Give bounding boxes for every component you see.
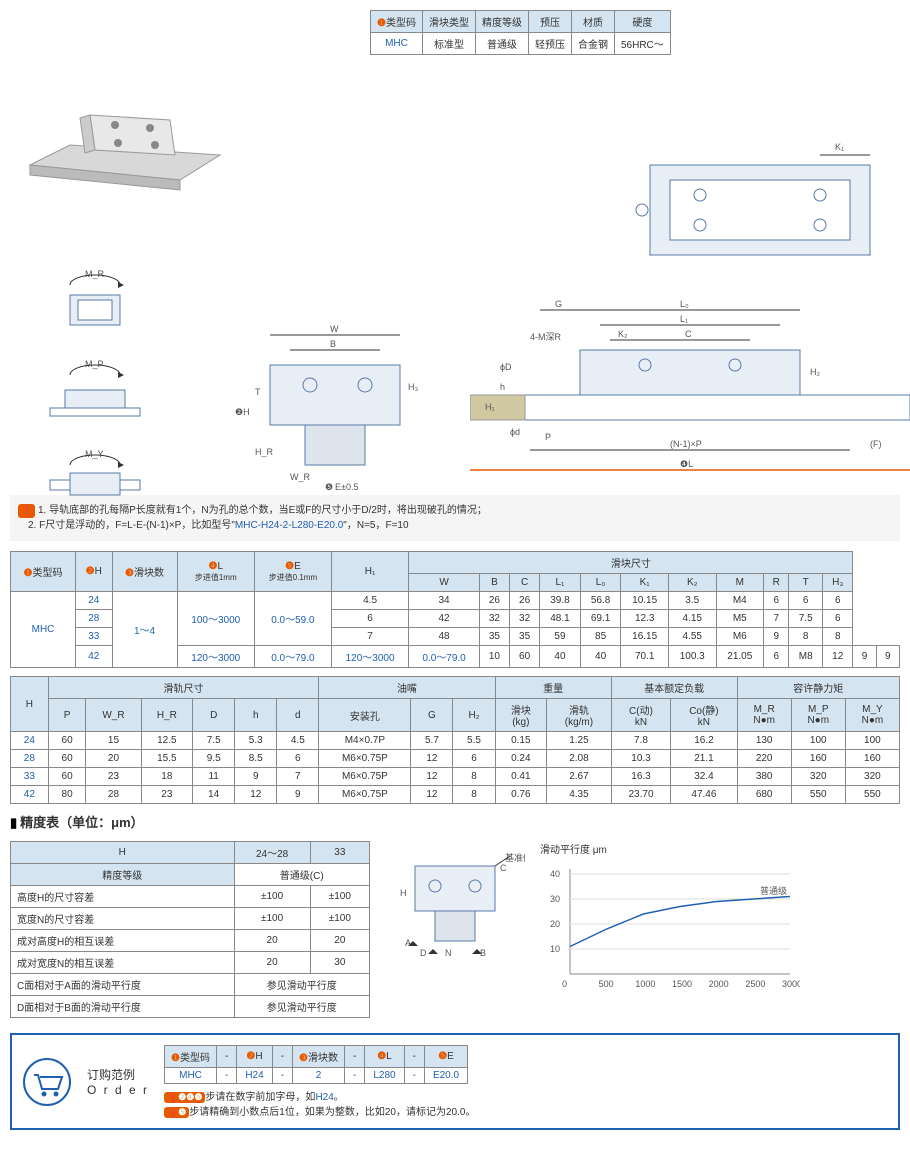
- header-val: 普通级: [475, 33, 528, 55]
- svg-text:L₀: L₀: [680, 299, 689, 309]
- svg-text:C: C: [685, 329, 692, 339]
- svg-text:2500: 2500: [745, 979, 765, 989]
- moment-my-diagram: M_Y: [40, 445, 150, 515]
- diagram-area: M_R M_P M_Y K₁ W B TH₃ ❷H W_RH_R ❺E±0.5: [10, 65, 900, 485]
- svg-text:T: T: [255, 387, 261, 397]
- header-col: 硬度: [614, 11, 670, 33]
- svg-text:500: 500: [599, 979, 614, 989]
- order-content: ❶类型码-❷H-❸滑块数-❹L-❺E MHC-H24-2-L280-E20.0 …: [164, 1045, 475, 1118]
- note-2a: 2. F尺寸是浮动的，F=L-E-(N-1)×P，比如型号": [28, 520, 235, 531]
- svg-text:(F): (F): [870, 439, 882, 449]
- svg-text:L₁: L₁: [680, 314, 688, 324]
- reference-face-diagram: C基准侧 HA DNB: [385, 841, 525, 961]
- precision-table: H24～2833 精度等级普通级(C) 高度H的尺寸容差±100±100宽度N的…: [10, 841, 370, 1018]
- svg-text:D: D: [420, 948, 427, 958]
- svg-text:H: H: [400, 888, 407, 898]
- svg-text:K₂: K₂: [618, 329, 628, 339]
- order-title: 订购范例O r d e r: [87, 1066, 149, 1097]
- svg-text:1500: 1500: [672, 979, 692, 989]
- svg-text:B: B: [330, 339, 336, 349]
- cross-section-diagram: W B T H₃ ❷H W_R H_R ❺E±0.5: [220, 315, 450, 495]
- order-box: 订购范例O r d e r ❶类型码-❷H-❸滑块数-❹L-❺E MHC-H24…: [10, 1033, 900, 1130]
- svg-text:10: 10: [550, 944, 560, 954]
- moment-mp-diagram: M_P: [40, 355, 150, 425]
- dimension-table-1: ❶类型码 ❷H ❸滑块数 ❹L步进值1mm ❺E步进值0.1mm H₁ 滑块尺寸…: [10, 551, 900, 668]
- svg-text:2000: 2000: [709, 979, 729, 989]
- svg-text:G: G: [555, 299, 562, 309]
- svg-text:普通级: 普通级: [760, 885, 787, 896]
- mr-label: M_R: [85, 269, 105, 279]
- svg-text:H₃: H₃: [408, 382, 418, 392]
- svg-text:H₂: H₂: [810, 367, 820, 377]
- svg-text:1000: 1000: [635, 979, 655, 989]
- svg-text:H_R: H_R: [255, 447, 274, 457]
- svg-text:N: N: [445, 948, 452, 958]
- svg-text:❹L: ❹L: [680, 459, 693, 469]
- svg-text:20: 20: [550, 919, 560, 929]
- header-val: 合金钢: [571, 33, 614, 55]
- side-view-diagram: G L₀ L₁ K₂ C 4-M深R ϕDh ϕdP H₁H₂ (N-1)×P …: [470, 295, 910, 495]
- svg-text:W: W: [330, 324, 339, 334]
- header-val: 标准型: [422, 33, 475, 55]
- svg-text:ϕD: ϕD: [500, 362, 512, 372]
- svg-text:W_R: W_R: [290, 472, 311, 482]
- precision-title: 精度表（单位：μm）: [10, 812, 900, 831]
- svg-text:40: 40: [550, 869, 560, 879]
- header-val: MHC: [371, 33, 423, 55]
- product-3d-image: [20, 65, 230, 215]
- svg-text:4-M深R: 4-M深R: [530, 332, 561, 342]
- svg-text:h: h: [500, 382, 505, 392]
- svg-text:H₁: H₁: [485, 402, 495, 412]
- svg-text:A: A: [405, 938, 411, 948]
- svg-text:(N-1)×P: (N-1)×P: [670, 439, 702, 449]
- my-label: M_Y: [85, 449, 104, 459]
- svg-text:P: P: [545, 432, 551, 442]
- cart-icon: [22, 1057, 72, 1107]
- header-col: 滑块类型: [422, 11, 475, 33]
- svg-text:K₁: K₁: [835, 142, 844, 152]
- svg-text:ϕd: ϕd: [510, 427, 520, 437]
- top-view-diagram: K₁: [630, 135, 900, 275]
- note-example: MHC-H24-2-L280-E20.0: [235, 520, 343, 531]
- moment-mr-diagram: M_R: [40, 265, 150, 335]
- svg-text:E±0.5: E±0.5: [335, 482, 358, 492]
- parallelism-chart: 滑动平行度 μm 10203040 0500100015002000250030…: [540, 841, 800, 991]
- precision-section: H24～2833 精度等级普通级(C) 高度H的尺寸容差±100±100宽度N的…: [10, 841, 900, 1018]
- svg-text:30: 30: [550, 894, 560, 904]
- header-col: 材质: [571, 11, 614, 33]
- header-table: ❶类型码 滑块类型 精度等级 预压 材质 硬度 MHC 标准型 普通级 轻预压 …: [370, 10, 671, 55]
- header-val: 轻预压: [528, 33, 571, 55]
- note-badge: ❗: [18, 504, 35, 518]
- svg-text:0: 0: [562, 979, 567, 989]
- svg-text:❺: ❺: [325, 482, 333, 492]
- svg-text:❷H: ❷H: [235, 407, 250, 417]
- header-col-type: ❶类型码: [371, 11, 423, 33]
- header-col: 预压: [528, 11, 571, 33]
- mp-label: M_P: [85, 359, 104, 369]
- header-val: 56HRC～: [614, 33, 670, 55]
- header-col: 精度等级: [475, 11, 528, 33]
- dimension-table-2: H 滑轨尺寸 油嘴 重量 基本额定负载 容许静力矩 PW_RH_RDhd安装孔G…: [10, 676, 900, 804]
- note-2b: "，N=5，F=10: [343, 520, 408, 531]
- svg-text:3000mm: 3000mm: [782, 979, 800, 989]
- svg-text:C: C: [500, 863, 507, 873]
